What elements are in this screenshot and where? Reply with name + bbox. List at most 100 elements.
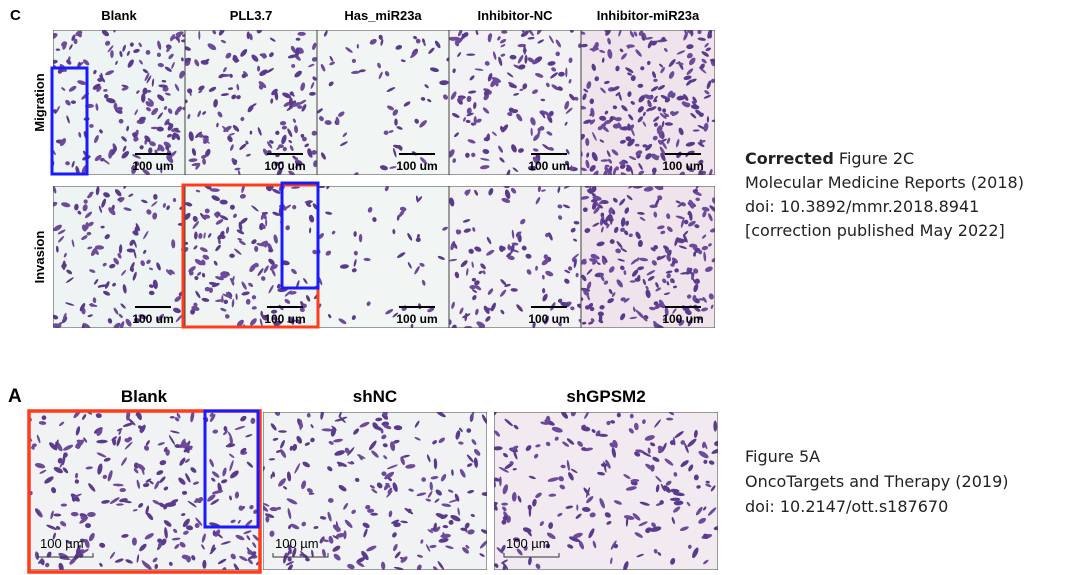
cell <box>466 428 472 433</box>
micrograph <box>494 412 718 570</box>
cell <box>611 149 619 156</box>
cell <box>683 219 689 225</box>
cell <box>677 203 683 208</box>
cell <box>237 519 241 524</box>
cell <box>209 412 214 417</box>
cell <box>338 485 347 492</box>
cell <box>464 522 470 529</box>
cell <box>112 282 116 287</box>
cell <box>347 446 355 456</box>
cell <box>58 421 65 427</box>
cell <box>494 430 501 437</box>
cell <box>244 519 253 527</box>
cell <box>234 167 241 171</box>
cell <box>269 37 276 42</box>
cell <box>566 438 575 445</box>
cell <box>87 512 96 517</box>
cell <box>670 558 676 565</box>
cell <box>416 554 423 558</box>
cell <box>202 111 207 115</box>
cell <box>192 481 200 485</box>
cell <box>599 497 605 509</box>
cell <box>429 67 439 72</box>
cell <box>419 120 427 128</box>
cell <box>326 186 331 190</box>
cell <box>511 492 517 502</box>
cell <box>433 458 437 463</box>
cell <box>542 288 546 294</box>
cell <box>344 519 353 528</box>
cell <box>371 488 378 494</box>
cell <box>443 94 448 100</box>
cell <box>662 278 667 284</box>
cell <box>128 193 134 198</box>
scale-label: 100 um <box>396 159 437 173</box>
cell <box>133 240 137 248</box>
cell <box>383 130 389 135</box>
cell <box>87 246 93 250</box>
cell <box>306 488 313 494</box>
cell <box>307 148 313 158</box>
cell <box>198 85 205 91</box>
cell <box>156 262 161 271</box>
caption-title: Figure 2C <box>839 149 914 168</box>
cell <box>131 165 137 175</box>
cell <box>369 484 375 489</box>
cell <box>353 172 359 175</box>
cell <box>320 63 326 72</box>
cell <box>708 213 713 222</box>
cell <box>347 563 355 570</box>
cell <box>466 268 469 276</box>
cell <box>157 112 163 120</box>
cell <box>620 217 626 227</box>
cell <box>167 123 174 131</box>
cell <box>582 93 587 101</box>
cell <box>627 91 632 98</box>
micrograph <box>317 186 449 328</box>
cell <box>430 476 439 480</box>
cell <box>186 555 191 563</box>
cell <box>99 129 103 134</box>
cell <box>674 431 684 439</box>
cell <box>466 454 474 463</box>
cell <box>601 257 606 265</box>
cell <box>584 305 591 310</box>
cell <box>215 276 224 281</box>
cell <box>245 298 251 305</box>
cell <box>115 60 118 65</box>
cell <box>607 48 613 59</box>
cell <box>545 111 551 119</box>
cell <box>151 78 155 87</box>
cell <box>570 165 574 172</box>
cell <box>517 495 522 503</box>
cell <box>288 139 292 144</box>
cell <box>689 57 696 66</box>
cell <box>285 561 294 566</box>
cell <box>335 116 340 125</box>
cell <box>589 512 596 518</box>
cell <box>247 549 253 555</box>
cell <box>434 498 440 503</box>
cell <box>535 73 544 78</box>
cell <box>437 255 445 260</box>
cell <box>634 532 643 538</box>
cell <box>650 247 656 252</box>
cell <box>568 472 574 481</box>
cell <box>655 282 659 288</box>
cell <box>585 159 590 169</box>
cell <box>569 30 574 33</box>
cell <box>470 122 475 126</box>
cell <box>482 270 486 275</box>
cell <box>223 299 229 305</box>
cell <box>471 152 476 158</box>
cell <box>94 135 99 144</box>
column-label: Inhibitor-NC <box>477 8 553 23</box>
cell <box>258 84 264 90</box>
cell <box>498 145 504 153</box>
cell <box>133 137 138 142</box>
cell <box>207 43 217 51</box>
cell <box>566 459 570 471</box>
micrograph <box>449 30 581 175</box>
cell <box>53 32 58 40</box>
cell <box>703 559 709 565</box>
